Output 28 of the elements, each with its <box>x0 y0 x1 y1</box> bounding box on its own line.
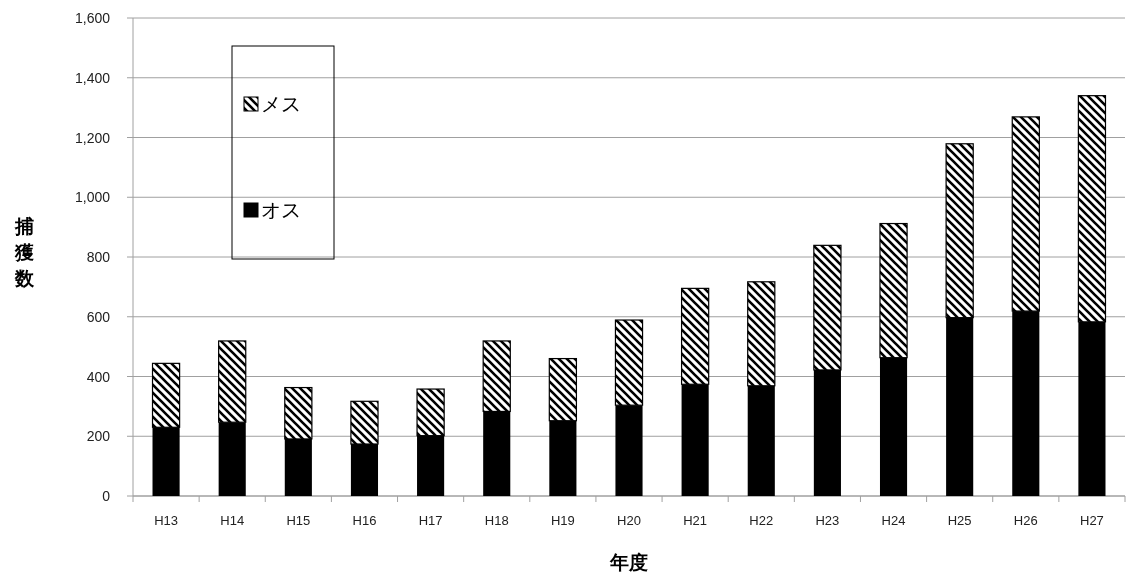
x-axis-title: 年度 <box>609 552 648 573</box>
x-tick-label: H24 <box>881 513 906 528</box>
y-tick-label: 200 <box>86 428 111 445</box>
x-tick-label: H19 <box>550 513 575 528</box>
legend-label: オス <box>261 199 301 221</box>
x-tick-label: H23 <box>815 513 840 528</box>
legend-label: メス <box>261 93 301 115</box>
x-tick-label: H20 <box>617 513 641 528</box>
y-axis-title: 捕獲数 <box>13 216 35 289</box>
y-tick-label: 800 <box>86 249 111 265</box>
x-tick-label: H21 <box>683 513 708 528</box>
y-tick-label: 1,400 <box>74 69 111 86</box>
y-tick-label: 1,000 <box>74 189 111 206</box>
x-tick-label: H17 <box>418 513 443 528</box>
x-tick-label: H22 <box>749 513 774 528</box>
x-tick-label: H26 <box>1013 513 1038 528</box>
x-tick-label: H16 <box>352 513 377 528</box>
x-tick-label: H13 <box>154 513 178 528</box>
y-tick-label: 0 <box>102 488 111 504</box>
y-tick-label: 400 <box>86 368 111 385</box>
x-tick-label: H25 <box>947 513 972 528</box>
y-tick-label: 1,200 <box>74 129 111 146</box>
x-tick-label: H15 <box>286 513 311 528</box>
x-tick-label: H27 <box>1080 513 1104 528</box>
x-tick-label: H18 <box>484 513 509 528</box>
y-tick-label: 600 <box>86 308 111 325</box>
x-tick-label: H14 <box>220 513 245 528</box>
y-tick-label: 1,600 <box>74 10 111 26</box>
